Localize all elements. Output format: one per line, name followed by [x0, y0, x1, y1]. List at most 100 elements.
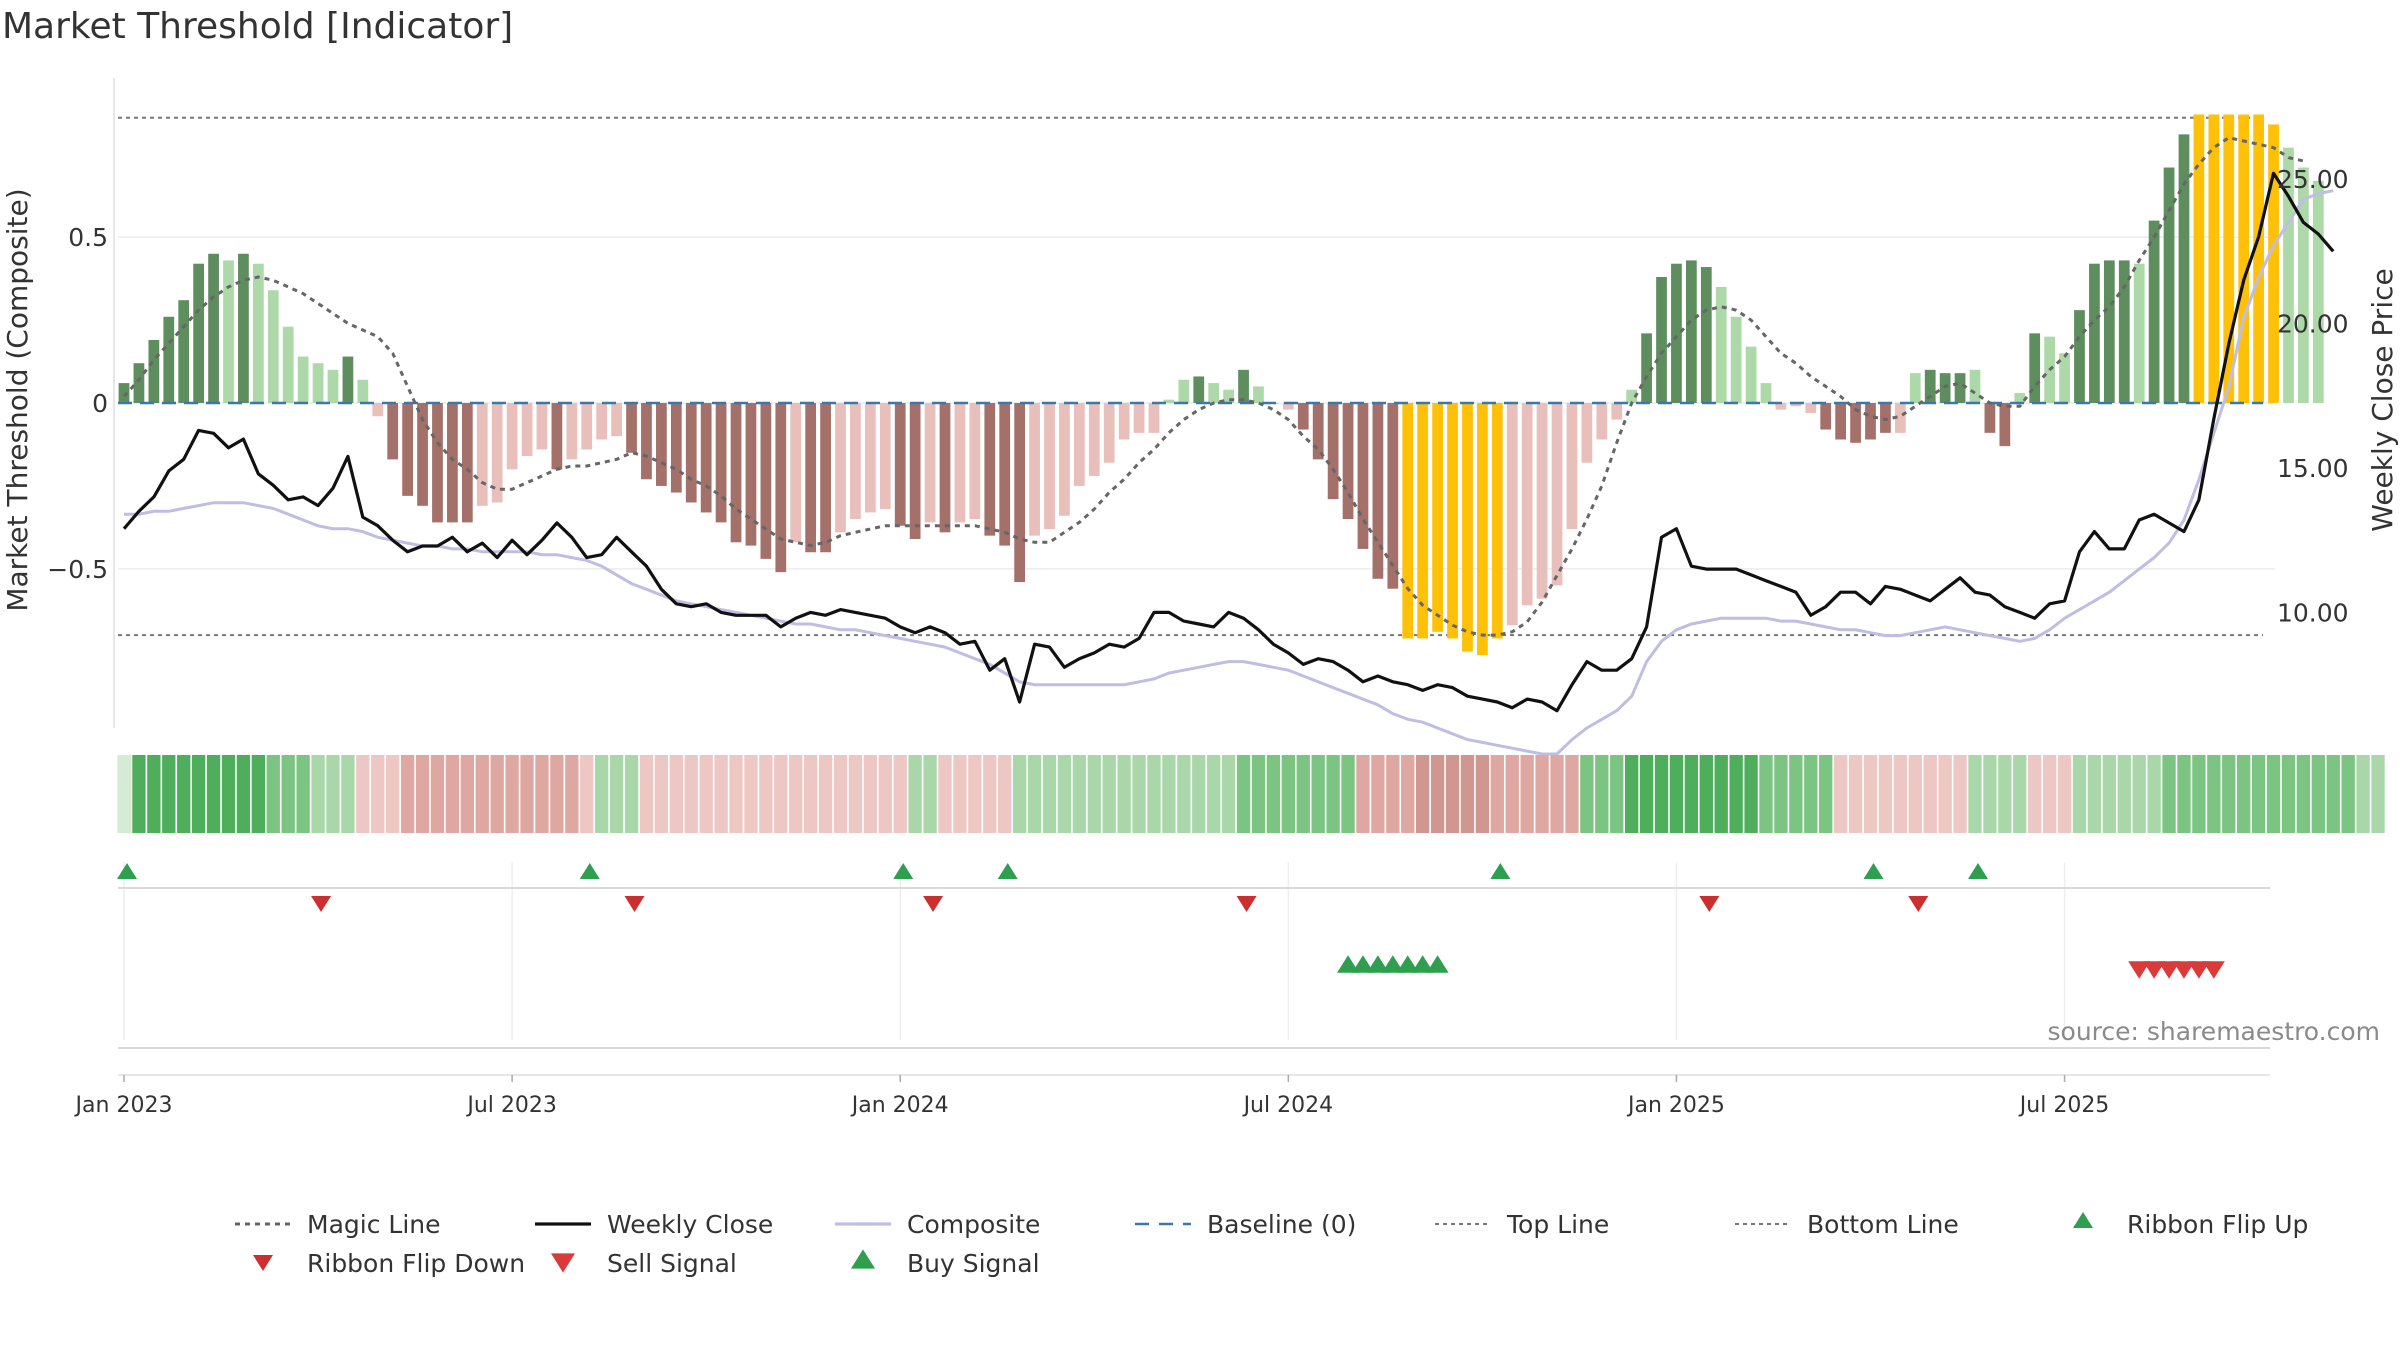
composite-bar	[909, 403, 921, 539]
ribbon-cell	[2281, 755, 2296, 833]
ribbon-cell	[490, 755, 504, 833]
y-tick-right-label: 15.00	[2277, 454, 2349, 483]
buy-signal-marker	[1381, 955, 1404, 973]
ribbon-cell	[1490, 755, 1504, 833]
ribbon-cell	[326, 755, 340, 833]
ribbon-cell	[132, 755, 146, 833]
ribbon-flip-up-marker	[1863, 863, 1884, 879]
composite-bar	[2298, 167, 2309, 403]
ribbon-cell	[2311, 755, 2325, 833]
ribbon-cell	[2013, 755, 2027, 833]
sell-signal-marker	[2128, 961, 2151, 979]
composite-bar	[2103, 260, 2115, 403]
composite-bar	[2253, 114, 2264, 404]
ribbon-cell	[1669, 755, 1684, 833]
ribbon-cell	[445, 755, 460, 833]
ribbon-cell	[1102, 755, 1116, 833]
ribbon-cell	[2192, 755, 2206, 833]
composite-bar	[1059, 403, 1070, 516]
composite-bar	[252, 263, 264, 403]
ribbon-flip-down-marker	[624, 896, 645, 912]
composite-bar	[1999, 403, 2011, 447]
composite-bar	[1656, 276, 1667, 403]
ribbon-cell	[1147, 755, 1161, 833]
ribbon-cell	[1610, 755, 1624, 833]
composite-bar	[1969, 369, 1981, 403]
composite-bar	[1566, 403, 1578, 530]
ribbon-cell	[1565, 755, 1579, 833]
ribbon-cell	[684, 755, 698, 833]
composite-bar	[1282, 403, 1294, 410]
legend-label: Composite	[907, 1210, 1040, 1239]
ribbon-cell	[833, 755, 848, 833]
ribbon-cell	[1535, 755, 1549, 833]
ribbon-cell	[221, 755, 236, 833]
composite-bar	[1402, 403, 1414, 639]
composite-bar	[1163, 399, 1175, 403]
ribbon-cell	[1684, 755, 1699, 833]
composite-bar	[2312, 180, 2324, 403]
ribbon-cell	[206, 755, 221, 833]
ribbon-cell	[1699, 755, 1713, 833]
composite-bar	[387, 403, 399, 460]
composite-bar	[2148, 220, 2160, 403]
composite-bar	[506, 403, 518, 470]
composite-bar	[2074, 310, 2085, 403]
composite-bar	[2089, 263, 2100, 403]
composite-bar	[805, 403, 817, 553]
composite-bar	[1088, 403, 1100, 476]
ribbon-cell	[1505, 755, 1519, 833]
ribbon-cell	[2266, 755, 2281, 833]
ribbon-cell	[580, 755, 594, 833]
x-tick-label: Jan 2025	[1626, 1093, 1725, 1118]
ribbon-cell	[2177, 755, 2191, 833]
ribbon-flip-down-marker	[923, 896, 944, 912]
ribbon-cell	[386, 755, 400, 833]
ribbon-cell	[1430, 755, 1445, 833]
composite-bar	[461, 403, 473, 523]
ribbon-cell	[878, 755, 892, 833]
ribbon-cell	[191, 755, 206, 833]
ribbon-cell	[1848, 755, 1863, 833]
composite-bar	[1372, 403, 1384, 579]
composite-bar	[402, 403, 413, 496]
ribbon-cell	[1654, 755, 1669, 833]
composite-bar	[745, 403, 757, 546]
ribbon-cell	[1475, 755, 1490, 833]
composite-bar	[1238, 369, 1249, 403]
ribbon-flip-up-marker	[117, 863, 137, 879]
ribbon-cell	[968, 755, 982, 833]
ribbon-flip-down-marker	[311, 896, 332, 912]
composite-bar	[1715, 286, 1727, 403]
composite-bar	[178, 300, 190, 403]
composite-bar	[372, 403, 384, 417]
composite-bar	[1775, 403, 1787, 410]
ribbon-cell	[744, 755, 758, 833]
composite-bar	[1432, 403, 1443, 632]
ribbon-cell	[1923, 755, 1937, 833]
ribbon-cell	[1908, 755, 1922, 833]
composite-bar	[581, 403, 593, 450]
y-axis-left-label: Market Threshold (Composite)	[1, 188, 34, 611]
y-axis-right-label: Weekly Close Price	[2366, 268, 2399, 531]
composite-bar	[521, 403, 533, 457]
ribbon-cell	[2371, 755, 2385, 833]
composite-bar	[267, 290, 279, 403]
buy-signal-marker	[1366, 955, 1389, 973]
ribbon-cell	[2072, 755, 2087, 833]
ribbon-cell	[535, 755, 549, 833]
sell-signal-marker	[2172, 961, 2195, 979]
ribbon-cell	[400, 755, 415, 833]
ribbon-cell	[908, 755, 922, 833]
buy-signal-marker	[1426, 955, 1449, 973]
composite-bar	[491, 403, 503, 503]
composite-bar	[1253, 386, 1264, 403]
composite-bar	[835, 403, 846, 533]
ribbon-cell	[505, 755, 519, 833]
ribbon-cell	[1520, 755, 1534, 833]
sell-signal-marker	[2202, 961, 2225, 979]
composite-bar	[2193, 114, 2205, 404]
ribbon-cell	[296, 755, 310, 833]
ribbon-cell	[2057, 755, 2072, 833]
ribbon-cell	[1774, 755, 1788, 833]
